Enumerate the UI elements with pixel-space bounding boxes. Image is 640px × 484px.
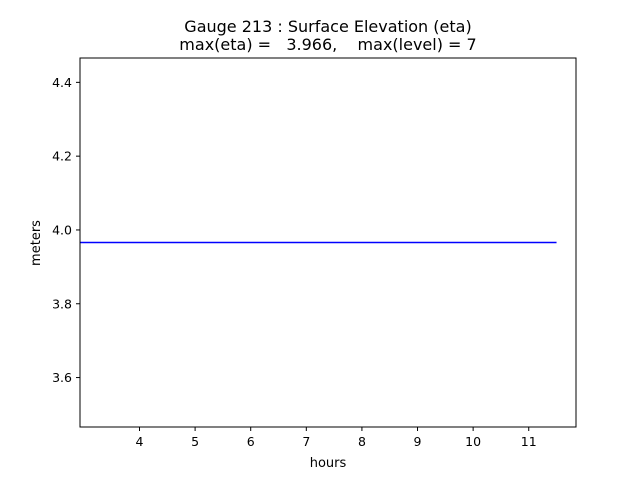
x-tick-label: 7 <box>302 434 310 449</box>
x-tick-label: 8 <box>358 434 366 449</box>
y-tick-label: 3.8 <box>52 296 72 311</box>
x-tick-label: 10 <box>465 434 481 449</box>
y-tick-label: 4.4 <box>52 75 72 90</box>
x-axis-label: hours <box>310 456 347 471</box>
x-tick-label: 11 <box>521 434 537 449</box>
x-axis-ticks: 4 5 6 7 8 9 10 11 <box>136 427 537 449</box>
chart-title: Gauge 213 : Surface Elevation (eta) <box>184 17 471 36</box>
y-tick-label: 4.0 <box>52 222 72 237</box>
x-tick-label: 6 <box>247 434 255 449</box>
y-axis-label: meters <box>29 220 44 266</box>
x-tick-label: 5 <box>191 434 199 449</box>
chart-subtitle: max(eta) = 3.966, max(level) = 7 <box>179 35 476 54</box>
y-tick-label: 4.2 <box>52 149 72 164</box>
y-axis-ticks: 3.6 3.8 4.0 4.2 4.4 <box>52 75 80 385</box>
plot-frame <box>79 57 577 428</box>
y-tick-label: 3.6 <box>52 370 72 385</box>
x-tick-label: 4 <box>136 434 144 449</box>
x-tick-label: 9 <box>414 434 422 449</box>
